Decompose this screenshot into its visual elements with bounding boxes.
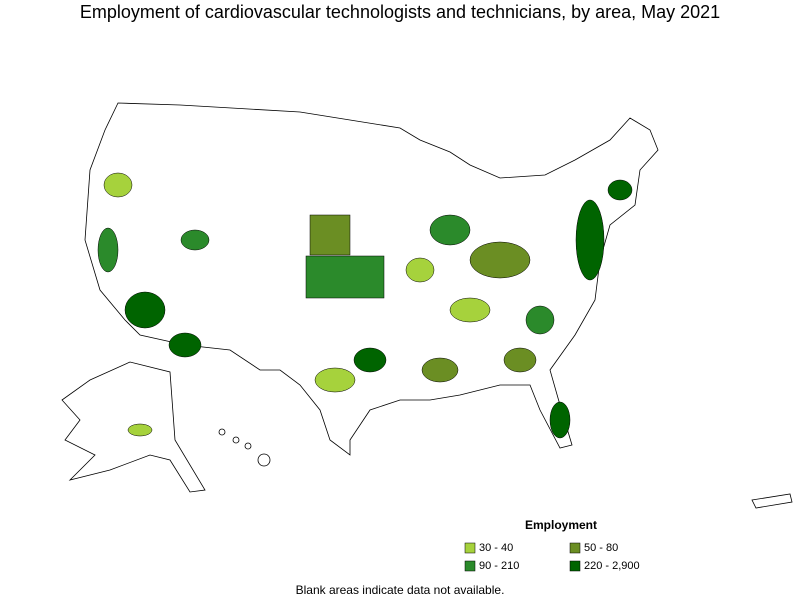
area-patch <box>305 255 385 299</box>
area-patch <box>314 367 356 393</box>
area-patch <box>97 227 119 273</box>
area-patch <box>525 305 555 335</box>
legend-label: 220 - 2,900 <box>584 560 640 572</box>
area-patch <box>405 257 435 283</box>
area-patch <box>549 401 571 439</box>
hawaii <box>218 428 271 467</box>
legend: 30 - 40 50 - 80 90 - 210 220 - 2,900 <box>464 542 640 572</box>
map-title: Employment of cardiovascular technologis… <box>80 2 720 22</box>
area-patch <box>103 172 133 198</box>
legend-swatch <box>569 560 581 572</box>
area-patch <box>124 291 166 329</box>
legend-title: Employment <box>525 518 597 532</box>
legend-label: 90 - 210 <box>479 560 519 572</box>
area-patch <box>503 347 537 373</box>
legend-label: 50 - 80 <box>584 542 618 554</box>
legend-swatch <box>464 560 476 572</box>
area-patch <box>469 241 531 279</box>
area-patch <box>309 214 351 256</box>
area-patch <box>168 332 202 358</box>
area-patch <box>180 229 210 251</box>
legend-swatch <box>569 542 581 554</box>
area-patches <box>97 172 633 439</box>
area-patch <box>429 214 471 246</box>
footnote: Blank areas indicate data not available. <box>296 583 505 597</box>
area-patch <box>575 199 605 281</box>
area-patch <box>421 357 459 383</box>
legend-swatch <box>464 542 476 554</box>
area-patch <box>449 297 491 323</box>
puerto-rico <box>751 493 793 509</box>
area-patch <box>353 347 387 373</box>
area-patch <box>127 423 153 437</box>
area-patch <box>607 179 633 201</box>
legend-label: 30 - 40 <box>479 542 513 554</box>
